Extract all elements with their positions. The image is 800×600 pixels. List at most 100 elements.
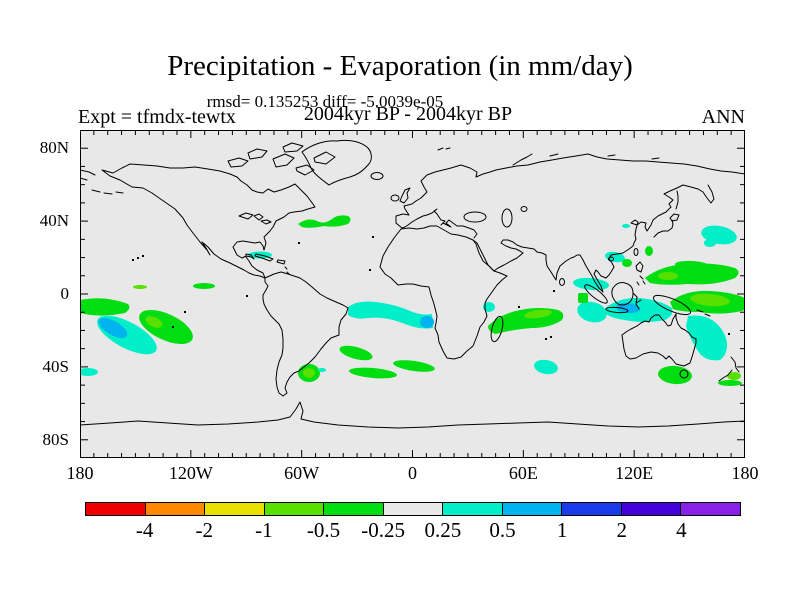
anomaly-patch	[393, 360, 435, 372]
colorbar-label: 0.5	[489, 518, 516, 542]
new-zealand	[718, 356, 740, 382]
asia-east-south-coast	[472, 184, 715, 293]
anomaly-patch	[339, 345, 373, 361]
anomaly-patch	[98, 317, 128, 339]
map-ocean-background	[80, 130, 745, 458]
colorbar-cell-blue-violet	[620, 502, 682, 516]
colorbar-label: -4	[135, 518, 154, 542]
anomaly-patch	[420, 316, 434, 328]
lat-tick-label: 40N	[39, 211, 69, 231]
plot-title: Precipitation - Evaporation (in mm/day)	[167, 50, 633, 82]
anomaly-patch	[622, 224, 630, 228]
colorbar-label: -0.5	[306, 518, 341, 542]
anomaly-patch	[727, 372, 741, 380]
colorbar-cell-red	[85, 502, 146, 516]
colorbar-cell-sky-blue	[501, 502, 563, 516]
new-guinea	[652, 294, 692, 316]
mediterranean-europe-coast	[401, 208, 478, 239]
island-specks	[132, 236, 730, 340]
anomaly-patch	[348, 301, 433, 329]
north-america-coast	[101, 163, 316, 279]
anomaly-patch	[483, 302, 495, 312]
colorbar-label: 1	[556, 518, 568, 542]
great-lakes	[238, 212, 272, 225]
anomaly-patch	[645, 246, 653, 256]
period-line: 2004kyr BP - 2004kyr BP	[303, 103, 513, 125]
colorbar	[85, 502, 742, 516]
anomaly-patch	[133, 285, 147, 289]
caribbean-islands	[254, 253, 290, 275]
anomaly-patch	[80, 368, 98, 376]
colorbar-label: 0.25	[424, 518, 462, 542]
colorbar-label: -0.25	[361, 518, 406, 542]
lon-tick-label: 120W	[168, 463, 213, 483]
philippines	[635, 261, 646, 286]
stats-line: rmsd= 0.135253 diff= -5.0039e-05	[206, 92, 444, 111]
eurasia-north-coast	[395, 153, 745, 229]
season-label: ANN	[701, 106, 745, 128]
experiment-label: Expt = tfmdx-tewtx	[78, 106, 236, 128]
britain	[399, 187, 411, 204]
sulawesi	[632, 292, 642, 310]
map-frame	[80, 130, 745, 458]
colorbar-cell-gray (near zero)	[382, 502, 444, 516]
colorbar-label: 4	[676, 518, 687, 542]
lat-tick-label: 0	[60, 284, 70, 303]
anomaly-patch	[675, 260, 709, 270]
anomaly-patch	[303, 368, 315, 378]
japan	[653, 219, 674, 238]
anomaly-patch	[524, 309, 552, 319]
colorbar-cell-turquoise	[442, 502, 503, 516]
arctic-archipelago	[227, 142, 336, 176]
anomaly-patch	[349, 367, 397, 379]
sakhalin	[675, 190, 679, 210]
lon-tick-label: 60E	[508, 463, 538, 483]
anomaly-patch	[80, 298, 130, 316]
anomaly-patch	[690, 293, 730, 307]
madagascar	[490, 315, 504, 343]
sumatra	[584, 284, 608, 304]
lat-tick-label: 80N	[39, 138, 69, 158]
colorbar-label: 2	[616, 518, 627, 542]
south-america-coast	[262, 271, 349, 397]
solomon-islands	[696, 309, 711, 317]
australia-coast	[621, 313, 697, 367]
tasmania	[679, 369, 689, 379]
anomaly-patch	[622, 259, 632, 267]
java	[605, 306, 629, 314]
siberian-islands	[549, 153, 660, 160]
anomaly-patch	[578, 293, 588, 303]
caspian-sea	[501, 208, 513, 228]
greenland-coast	[301, 139, 372, 186]
aleutian-islands	[91, 189, 124, 195]
colorbar-cell-yellow-green	[263, 502, 325, 516]
lon-tick-label: 180	[731, 463, 759, 483]
lon-tick-label: 0	[408, 463, 417, 483]
anomaly-patch	[658, 272, 678, 280]
africa-coast	[379, 225, 508, 360]
lon-tick-label: 180	[66, 463, 94, 483]
anomaly-patch	[704, 239, 716, 247]
chukotka-edge	[80, 169, 96, 181]
taiwan	[633, 248, 639, 256]
anomaly-patch	[193, 283, 215, 289]
lat-tick-label: 80S	[42, 429, 69, 449]
svalbard	[437, 147, 451, 151]
novaya-zemlya	[512, 153, 533, 166]
hokkaido	[669, 213, 680, 222]
anomaly-patch	[298, 215, 351, 228]
anomaly-patch	[577, 301, 607, 323]
lon-tick-label: 60W	[284, 463, 320, 483]
anomaly-patch	[686, 315, 728, 361]
lat-tick-label: 40S	[42, 356, 69, 376]
anomaly-patch	[573, 277, 609, 291]
iceland	[370, 172, 384, 180]
colorbar-cell-orange	[144, 502, 206, 516]
lon-tick-label: 120E	[615, 463, 654, 483]
colorbar-cell-purple	[680, 502, 742, 516]
coastlines	[80, 139, 745, 429]
colorbar-label: -2	[195, 518, 214, 542]
colorbar-cell-yellow	[204, 502, 265, 516]
ireland	[390, 194, 400, 202]
anomaly-patch	[718, 380, 742, 386]
